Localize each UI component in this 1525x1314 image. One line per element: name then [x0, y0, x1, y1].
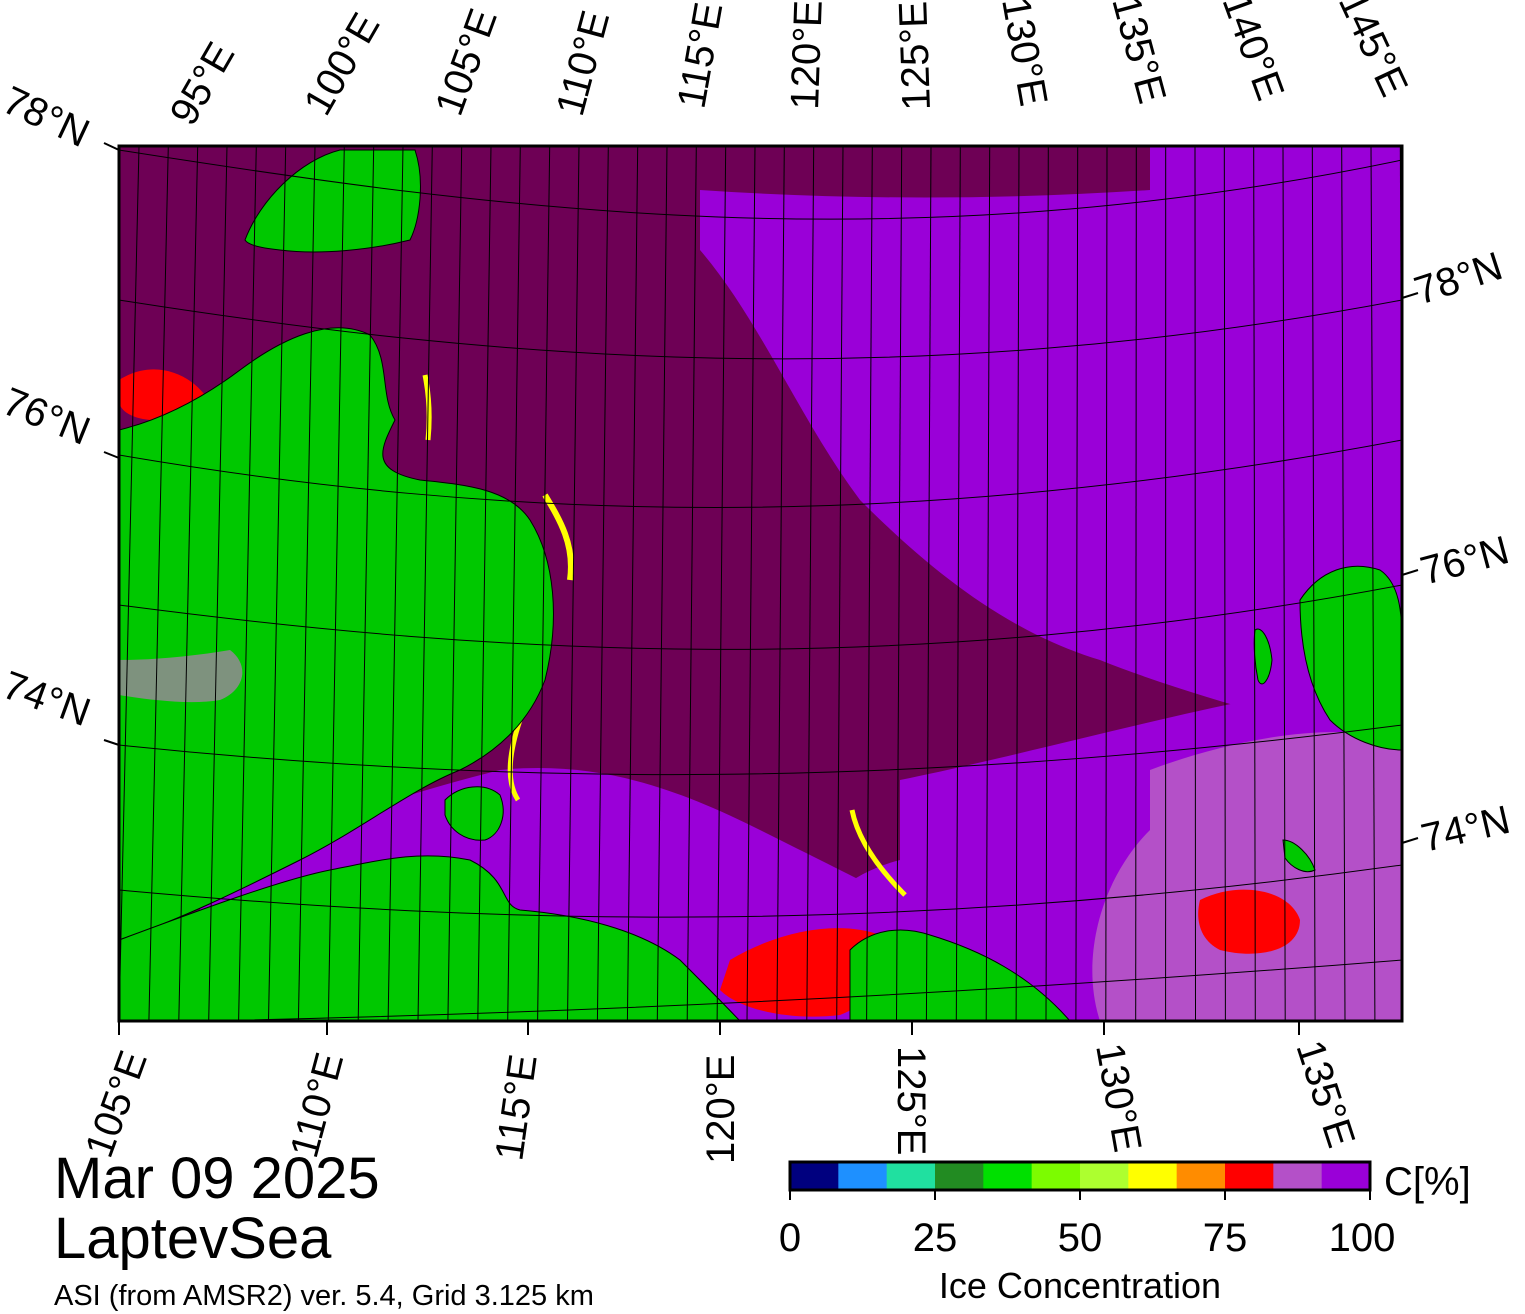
land-lena-delta [849, 929, 1071, 1021]
bottom-lon-label: 125°E [889, 1046, 933, 1155]
colorbar [788, 1160, 1372, 1200]
colorbar-segment [1321, 1162, 1371, 1190]
frame-ticks [103, 142, 1419, 1035]
left-lat-label: 78°N [0, 78, 96, 156]
top-lon-label: 105°E [427, 3, 506, 121]
map-frame [117, 144, 1404, 1023]
top-lon-label: 140°E [1214, 0, 1293, 106]
top-lon-label: 130°E [993, 0, 1055, 109]
data-credit: ASI (from AMSR2) ver. 5.4, Grid 3.125 km [54, 1280, 594, 1312]
colorbar-segment [1031, 1162, 1081, 1190]
land-bolshevik-bay-island [444, 786, 504, 841]
top-lon-label: 110°E [548, 6, 618, 120]
colorbar-title: Ice Concentration [938, 1265, 1222, 1306]
polynya-streak-4 [422, 374, 432, 441]
top-lon-label: 115°E [670, 0, 732, 112]
top-lon-label: 125°E [891, 0, 939, 111]
ice-zone-coast-light [1092, 731, 1402, 1021]
bottom-lon-label: 130°E [1087, 1040, 1149, 1155]
land-southern-coast [119, 855, 741, 1021]
right-lat-label: 74°N [1417, 798, 1514, 861]
land-ice-grey [119, 650, 243, 703]
map-area [119, 146, 1402, 1021]
ice-zone-north [1150, 146, 1402, 300]
land-taymyr [119, 327, 554, 941]
top-lon-label: 135°E [1103, 0, 1174, 108]
colorbar-segment [983, 1162, 1033, 1190]
land-severnaya-zemlya [244, 149, 421, 253]
colorbar-ticks [789, 1190, 1371, 1200]
top-lon-label: 145°E [1330, 0, 1416, 103]
ice-red-patch-southeast [1198, 889, 1300, 954]
right-lat-label: 78°N [1409, 244, 1508, 313]
bottom-lon-label: 135°E [1287, 1035, 1363, 1153]
colorbar-segment [1225, 1162, 1274, 1190]
colorbar-tick-label: 0 [778, 1216, 802, 1260]
colorbar-tick-label: 50 [1057, 1216, 1103, 1260]
bottom-longitude-labels: 105°E 110°E 115°E 120°E 125°E 130°E 135°… [77, 1035, 1363, 1164]
top-longitude-labels: 95°E 100°E 105°E 110°E 115°E 120°E 125°E… [162, 0, 1416, 133]
colorbar-tick-label: 25 [912, 1216, 958, 1260]
ice-red-patch-south [720, 928, 888, 1017]
right-lat-label: 76°N [1416, 528, 1514, 594]
colorbar-segment [1273, 1162, 1323, 1190]
colorbar-tick-label: 75 [1202, 1216, 1248, 1260]
bottom-lon-label: 120°E [699, 1055, 743, 1164]
colorbar-segment [1128, 1162, 1178, 1190]
colorbar-segment [1176, 1162, 1226, 1190]
colorbar-segment [1080, 1162, 1129, 1190]
colorbar-segment [790, 1162, 839, 1190]
polynya-streak-2 [507, 719, 523, 802]
left-lat-label: 74°N [0, 663, 96, 735]
colorbar-segments [790, 1162, 1371, 1190]
polynya-streak-1 [542, 493, 574, 581]
right-latitude-labels: 78°N 76°N 74°N [1409, 244, 1514, 861]
top-lon-label: 100°E [296, 6, 389, 123]
map-date: Mar 09 2025 [54, 1146, 380, 1211]
colorbar-tick-label: 100 [1328, 1216, 1396, 1260]
ice-zone-east [700, 146, 1402, 760]
top-lon-label: 95°E [162, 35, 244, 132]
region-name: LaptevSea [54, 1206, 332, 1271]
colorbar-segment [935, 1162, 984, 1190]
left-latitude-labels: 78°N 76°N 74°N [0, 78, 96, 735]
top-lon-label: 120°E [783, 0, 831, 110]
left-lat-label: 76°N [0, 380, 96, 454]
bottom-lon-label: 115°E [487, 1052, 545, 1164]
colorbar-segment [838, 1162, 888, 1190]
colorbar-unit: C[%] [1384, 1160, 1471, 1204]
colorbar-segment [886, 1162, 936, 1190]
graticule [119, 146, 1402, 1021]
